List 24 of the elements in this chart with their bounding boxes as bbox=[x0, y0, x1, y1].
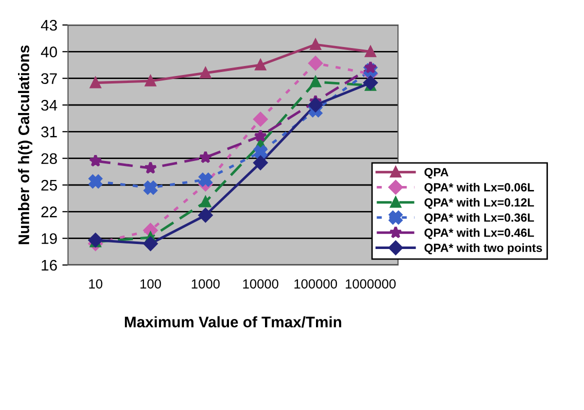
y-tick-label: 43 bbox=[40, 20, 57, 31]
legend-label: QPA bbox=[424, 168, 448, 179]
legend-label: QPA* with Lx=0.46L bbox=[424, 228, 534, 240]
y-tick-label: 22 bbox=[41, 206, 57, 218]
y-tick-label: 16 bbox=[42, 260, 57, 271]
y-tick-label: 28 bbox=[41, 153, 57, 164]
x-axis-title: Maximum Value of Tmax/Tmin bbox=[124, 316, 342, 328]
y-tick-label: 40 bbox=[40, 46, 57, 58]
x-tick-label: 10 bbox=[89, 279, 102, 289]
legend-label: QPA* with two points bbox=[424, 243, 542, 254]
x-tick-label: 1000 bbox=[192, 279, 220, 289]
y-tick-label: 25 bbox=[41, 180, 57, 191]
x-tick-label: 100000 bbox=[294, 279, 337, 289]
y-axis-title: Number of h(t) Calculations bbox=[18, 45, 32, 244]
y-tick-label: 34 bbox=[41, 100, 58, 111]
x-tick-label: 100 bbox=[140, 279, 161, 289]
x-tick-label: 10000 bbox=[243, 279, 278, 289]
y-tick-label: 31 bbox=[41, 126, 57, 138]
legend-label: QPA* with Lx=0.06L bbox=[424, 182, 534, 194]
x-tick-label: 1000000 bbox=[346, 279, 396, 289]
y-tick-label: 19 bbox=[42, 233, 57, 244]
legend-label: QPA* with Lx=0.12L bbox=[424, 198, 534, 209]
legend-label: QPA* with Lx=0.36L bbox=[424, 213, 534, 224]
y-tick-label: 37 bbox=[41, 73, 57, 84]
